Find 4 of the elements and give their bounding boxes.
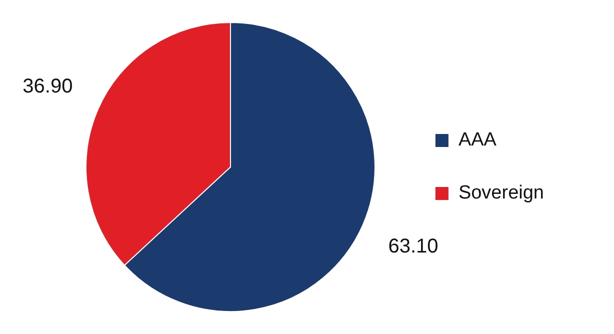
legend-label: Sovereign (458, 182, 544, 204)
legend-label: AAA (458, 130, 497, 151)
data-label: 36.90 (22, 76, 73, 98)
data-label: 63.10 (388, 235, 438, 258)
